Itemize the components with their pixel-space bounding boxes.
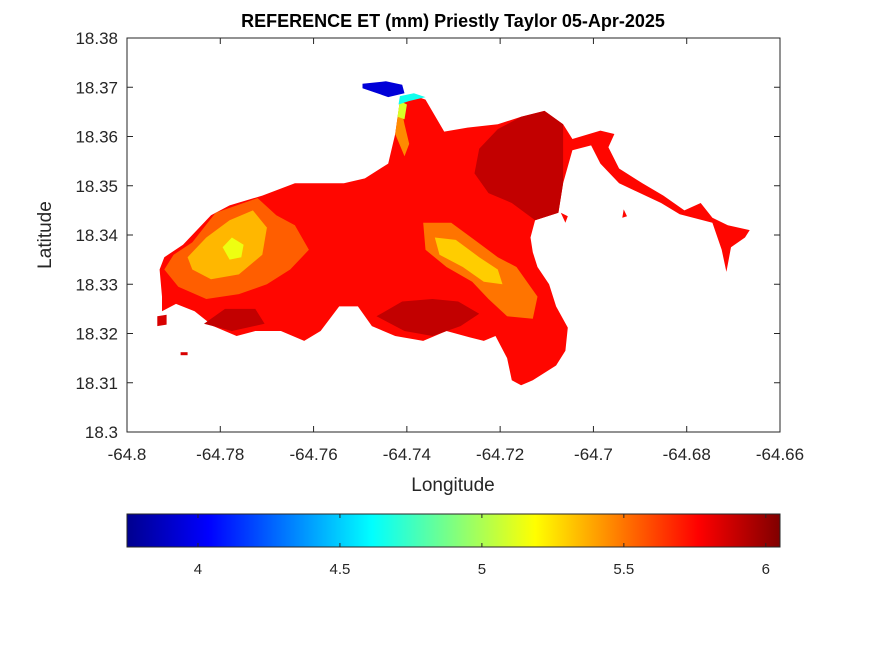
colorbar-tick-label: 4 bbox=[194, 561, 202, 578]
y-tick-label: 18.32 bbox=[75, 325, 118, 344]
region-islet-2 bbox=[180, 352, 188, 356]
colorbar-tick-label: 6 bbox=[762, 561, 770, 578]
x-tick-label: -64.7 bbox=[574, 445, 613, 464]
region-southwest-dark bbox=[204, 308, 265, 331]
colorbar-tick-label: 5.5 bbox=[613, 561, 634, 578]
y-tick-label: 18.36 bbox=[75, 128, 118, 147]
region-islet-1 bbox=[157, 314, 167, 327]
y-axis-ticks: 18.3 18.31 18.32 18.33 18.34 18.35 18.36 18.37 1… bbox=[75, 29, 780, 442]
x-axis-ticks: -64.8 -64.78 -64.76 -64.74 -64.72 -64.7 -64.68… bbox=[108, 38, 804, 464]
x-tick-label: -64.76 bbox=[289, 445, 337, 464]
colorbar bbox=[126, 513, 781, 548]
y-tick-label: 18.37 bbox=[75, 78, 118, 97]
y-tick-label: 18.35 bbox=[75, 177, 118, 196]
colorbar-tick-label: 4.5 bbox=[330, 561, 351, 578]
chart-title: REFERENCE ET (mm) Priestly Taylor 05-Apr… bbox=[241, 11, 665, 31]
colorbar-tick-label: 5 bbox=[478, 561, 486, 578]
et-surface bbox=[157, 81, 750, 386]
region-south-dark bbox=[376, 299, 480, 336]
x-tick-label: -64.66 bbox=[756, 445, 804, 464]
region-islet-3 bbox=[560, 212, 568, 223]
colorbar-ticks: 4 4.5 5 5.5 6 bbox=[194, 514, 770, 578]
x-tick-label: -64.78 bbox=[196, 445, 244, 464]
y-tick-label: 18.38 bbox=[75, 29, 118, 48]
x-tick-label: -64.74 bbox=[383, 445, 431, 464]
x-tick-label: -64.68 bbox=[663, 445, 711, 464]
x-tick-label: -64.8 bbox=[108, 445, 147, 464]
region-northeast-dark bbox=[474, 110, 564, 221]
y-tick-label: 18.3 bbox=[85, 423, 118, 442]
region-center-light bbox=[434, 237, 503, 285]
x-axis-label: Longitude bbox=[411, 475, 494, 496]
region-islet-4 bbox=[622, 209, 627, 218]
x-tick-label: -64.72 bbox=[476, 445, 524, 464]
y-tick-label: 18.33 bbox=[75, 275, 118, 294]
y-tick-label: 18.34 bbox=[75, 226, 118, 245]
y-tick-label: 18.31 bbox=[75, 374, 118, 393]
y-axis-label: Latitude bbox=[35, 201, 56, 269]
region-north-tip-blue bbox=[362, 81, 405, 98]
region-west-yellow bbox=[222, 237, 244, 260]
region-north-tip-cyan bbox=[398, 93, 426, 105]
region-north-peninsula-yellow bbox=[397, 101, 407, 120]
